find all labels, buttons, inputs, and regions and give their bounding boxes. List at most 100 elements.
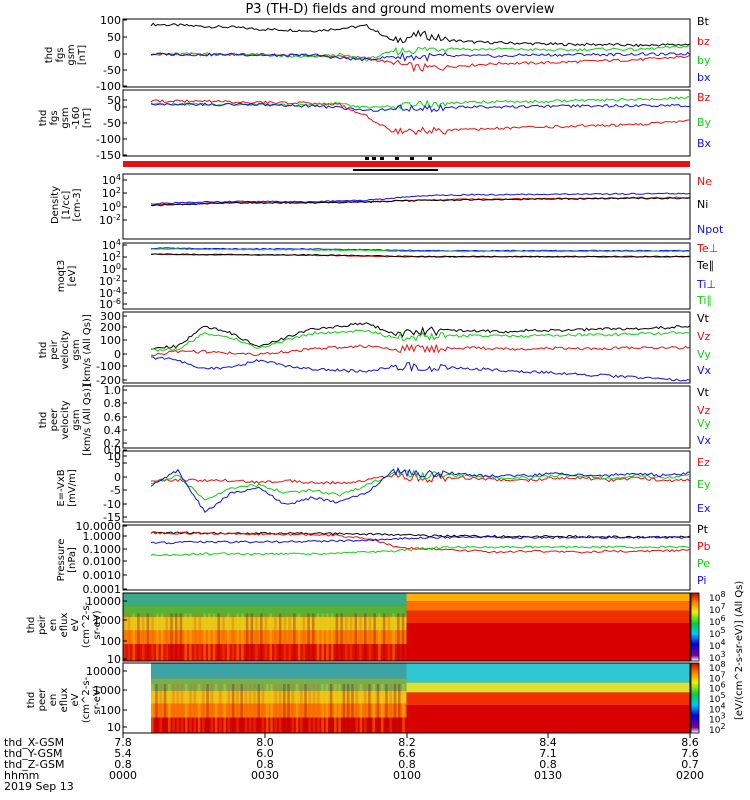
- spectrogram-streak: [389, 684, 392, 733]
- y-axis-label: thdpeerenefluxeV(cm^2-s-sr-eV): [26, 676, 103, 723]
- spectrogram-streak: [227, 684, 231, 733]
- y-tick-label: 0.0001: [83, 583, 122, 596]
- legend-Vy: Vy: [697, 417, 711, 430]
- y-tick-label: 0.2: [104, 437, 122, 450]
- spectrogram-streak: [351, 684, 354, 733]
- spectrogram-streak: [240, 684, 243, 733]
- y-tick-label: 0.4: [104, 424, 122, 437]
- y-axis-label: Pressure[nPa]: [56, 539, 78, 582]
- y-tick-label: 100: [100, 334, 121, 347]
- status-line: [353, 169, 438, 171]
- status-mark: [395, 157, 399, 160]
- spectrogram-streak: [325, 684, 329, 733]
- y-tick-label: 102: [102, 186, 121, 200]
- spectrogram-streak: [304, 684, 307, 733]
- y-axis-label: thdpeervelocitygsm[km/s (All Qs)]: [38, 384, 93, 456]
- spectrogram-streak: [321, 684, 324, 733]
- y-axis-label: thdfgsgsm[nT]: [44, 44, 88, 65]
- y-tick-label: -10: [103, 498, 121, 511]
- y-axis-label: moqt3[eV]: [56, 260, 78, 293]
- status-mark: [365, 157, 369, 160]
- legend-By: By: [697, 116, 712, 129]
- spectrogram-streak: [338, 684, 341, 733]
- spectrogram-streak: [137, 613, 140, 661]
- panel-0: Bt bz by bx 100 50 0 -50 -100 thdfgsgsm[nT]: [44, 14, 711, 93]
- legend-Ti⊥: Ti⊥: [696, 278, 716, 291]
- series-line-Pi: [150, 535, 691, 545]
- spectrogram-streak: [397, 684, 401, 733]
- spectrogram-streak: [278, 613, 282, 661]
- spectrogram-streak: [355, 684, 358, 733]
- spectrogram-streak: [378, 613, 381, 661]
- series-line-Bx: [150, 102, 691, 113]
- spectrogram-streak: [185, 684, 188, 733]
- spectrogram-streak: [402, 684, 405, 733]
- panel-4: Vt Vz Vy Vx 3002001000-100-200thdpeirvelocit…: [38, 310, 712, 387]
- spectrogram-streak: [248, 684, 252, 733]
- spectrogram-streak: [253, 684, 256, 733]
- spectrogram-streak: [363, 684, 367, 733]
- y-tick-label: 100: [100, 704, 121, 717]
- spectrogram-streak: [180, 684, 184, 733]
- y-tick-label: 100: [102, 200, 121, 214]
- spectrogram-streak: [380, 684, 384, 733]
- spectrogram-streak: [189, 613, 192, 661]
- spectrogram-streak: [127, 613, 131, 661]
- spectrogram-streak: [359, 613, 362, 661]
- spectrogram-streak: [387, 613, 391, 661]
- y-axis-label: Density[1/cc][cm-3]: [50, 186, 83, 224]
- x-tick-label: 0130: [534, 769, 562, 782]
- spectrogram-streak: [236, 684, 239, 733]
- y-tick-label: 0.6: [104, 411, 122, 424]
- spectrogram-mid: [406, 682, 690, 693]
- status-mark: [410, 157, 414, 160]
- x-tick-label: 5.4: [114, 747, 132, 760]
- y-tick-label: 10: [107, 450, 121, 463]
- spectrogram-streak: [257, 684, 260, 733]
- x-tick-label: 8.0: [256, 736, 274, 749]
- spectrogram-streak: [206, 684, 209, 733]
- y-tick-label: 1000: [93, 614, 121, 627]
- spectrogram-streak: [373, 613, 376, 661]
- series-line-Vt: [150, 322, 691, 350]
- spectrogram-streak: [397, 613, 400, 661]
- legend-Pi: Pi: [697, 574, 706, 587]
- spectrogram-low: [406, 692, 690, 705]
- legend-Bt: Bt: [697, 15, 710, 28]
- y-tick-label: 0.8: [104, 397, 122, 410]
- spectrogram-streak: [260, 613, 263, 661]
- spectrogram-streak: [382, 613, 386, 661]
- spectrogram-streak: [255, 613, 258, 661]
- spectrogram-streak: [132, 613, 135, 661]
- panel-frame: [122, 173, 691, 240]
- spectrogram-streak: [217, 613, 220, 661]
- panel-3: Te⊥Te∥Ti⊥Ti∥10410210010-210-410-6moqt3[e…: [56, 238, 718, 311]
- y-tick-label: 300: [100, 310, 121, 323]
- y-tick-label: 1.0: [104, 384, 122, 397]
- y-tick-label: 10: [107, 721, 121, 734]
- y-tick-label: 0: [114, 48, 121, 61]
- y-tick-label: 200: [100, 321, 121, 334]
- spectrogram-streak: [244, 684, 248, 733]
- legend-Ni: Ni: [697, 198, 708, 211]
- spectrogram-streak: [245, 613, 249, 661]
- spectrogram-streak: [172, 684, 175, 733]
- x-tick-label: 0.8: [539, 758, 557, 771]
- panels-group: Btbzbybx100500-50-100thdfgsgsm[nT]BzByBx…: [26, 14, 726, 736]
- series-line-Ni: [150, 197, 691, 207]
- status-mark: [372, 157, 376, 160]
- x-tick-label: 7.6: [681, 747, 699, 760]
- spectrogram-streak: [392, 613, 395, 661]
- spectrogram-band: [123, 644, 407, 661]
- status-bar-red: [123, 161, 690, 167]
- y-tick-label: 1000: [93, 684, 121, 697]
- spectrogram-streak: [160, 613, 164, 661]
- spectrogram-streak: [265, 684, 269, 733]
- spectrogram-streak: [297, 613, 301, 661]
- series-line-Ti∥: [150, 248, 691, 253]
- spectrogram-streak: [197, 684, 201, 733]
- spectrogram-streak: [330, 613, 334, 661]
- spectrogram-streak: [372, 684, 375, 733]
